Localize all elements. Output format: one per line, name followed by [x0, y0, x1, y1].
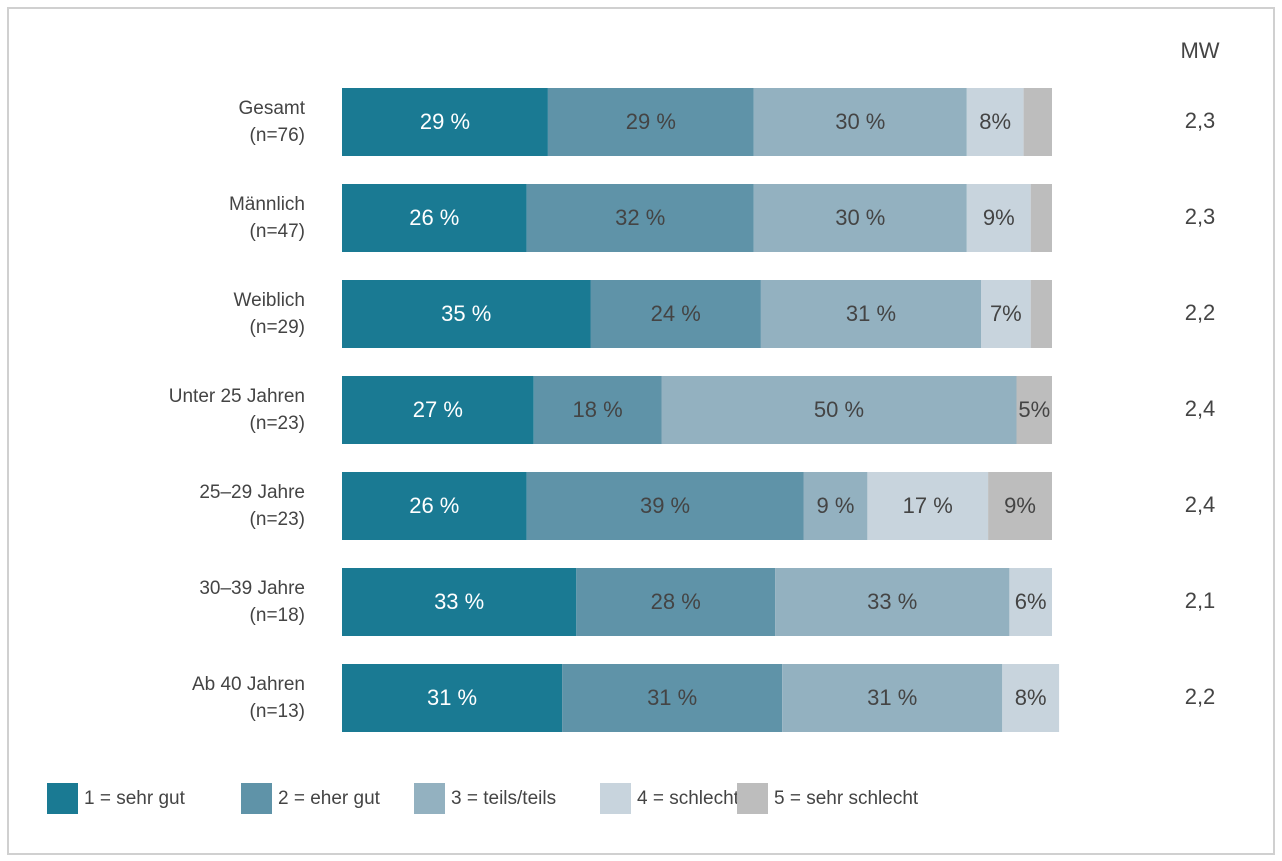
legend-label: 4 = schlecht: [637, 788, 740, 809]
value-label: 18 %: [573, 397, 623, 422]
legend-swatch: [414, 783, 445, 814]
legend-label: 5 = sehr schlecht: [774, 788, 919, 809]
value-label: 26 %: [409, 205, 459, 230]
value-label: 28 %: [651, 589, 701, 614]
value-label: 35 %: [441, 301, 491, 326]
bar-segment: [342, 184, 527, 252]
value-label: 9%: [983, 205, 1015, 230]
value-label: 6%: [1015, 589, 1047, 614]
value-label: 30 %: [835, 109, 885, 134]
n-label: (n=29): [250, 317, 305, 338]
n-label: (n=18): [250, 605, 305, 626]
bar-segment: [981, 280, 1031, 348]
bar-segment: [342, 664, 563, 732]
category-label: Weiblich: [234, 290, 305, 311]
category-label: 25–29 Jahre: [199, 482, 305, 503]
bar-segment: [342, 88, 548, 156]
bar-segment: [1023, 88, 1052, 156]
n-label: (n=23): [250, 509, 305, 530]
value-label: 26 %: [409, 493, 459, 518]
value-label: 8%: [1015, 685, 1047, 710]
bar-segment: [526, 184, 754, 252]
bar-segment: [1030, 280, 1052, 348]
value-label: 7%: [990, 301, 1022, 326]
bar-segment: [988, 472, 1052, 540]
bar-segment: [590, 280, 761, 348]
bar-segment: [526, 472, 804, 540]
bar-segment: [661, 376, 1017, 444]
bar-segment: [867, 472, 989, 540]
category-label: 30–39 Jahre: [199, 578, 305, 599]
category-label: Unter 25 Jahren: [169, 386, 305, 407]
bar-segment: [803, 472, 868, 540]
value-label: 9 %: [816, 493, 854, 518]
mw-value: 2,2: [1185, 684, 1216, 709]
mw-value: 2,2: [1185, 300, 1216, 325]
mw-header: MW: [1180, 38, 1219, 63]
value-label: 31 %: [427, 685, 477, 710]
legend-label: 1 = sehr gut: [84, 788, 186, 809]
bar-segment: [775, 568, 1010, 636]
legend-swatch: [600, 783, 631, 814]
value-label: 33 %: [867, 589, 917, 614]
bar-segment: [753, 184, 967, 252]
bar-segment: [342, 472, 527, 540]
n-label: (n=47): [250, 221, 305, 242]
bar-segment: [966, 184, 1031, 252]
value-label: 5%: [1018, 397, 1050, 422]
bar-segment: [576, 568, 776, 636]
value-label: 29 %: [626, 109, 676, 134]
bar-segment: [562, 664, 783, 732]
value-label: 24 %: [651, 301, 701, 326]
value-label: 9%: [1004, 493, 1036, 518]
mw-value: 2,4: [1185, 492, 1216, 517]
value-label: 8%: [979, 109, 1011, 134]
legend-label: 3 = teils/teils: [451, 788, 556, 809]
bar-segment: [533, 376, 662, 444]
n-label: (n=23): [250, 413, 305, 434]
value-label: 31 %: [647, 685, 697, 710]
value-label: 50 %: [814, 397, 864, 422]
value-label: 17 %: [903, 493, 953, 518]
legend-swatch: [47, 783, 78, 814]
value-label: 33 %: [434, 589, 484, 614]
value-label: 30 %: [835, 205, 885, 230]
value-label: 31 %: [867, 685, 917, 710]
bar-segment: [342, 280, 591, 348]
bar-segment: [782, 664, 1003, 732]
bar-segment: [1009, 568, 1052, 636]
bar-segment: [1002, 664, 1060, 732]
legend-label: 2 = eher gut: [278, 788, 381, 809]
value-label: 27 %: [413, 397, 463, 422]
bar-segment: [1030, 184, 1052, 252]
category-label: Ab 40 Jahren: [192, 674, 305, 695]
mw-value: 2,3: [1185, 108, 1216, 133]
bar-segment: [966, 88, 1024, 156]
bar-segment: [547, 88, 754, 156]
bar-segment: [342, 568, 577, 636]
bar-segment: [753, 88, 967, 156]
bar-segment: [1016, 376, 1052, 444]
mw-value: 2,1: [1185, 588, 1216, 613]
mw-value: 2,4: [1185, 396, 1216, 421]
value-label: 32 %: [615, 205, 665, 230]
value-label: 39 %: [640, 493, 690, 518]
n-label: (n=76): [250, 125, 305, 146]
bar-segment: [760, 280, 981, 348]
legend-swatch: [241, 783, 272, 814]
category-label: Gesamt: [238, 98, 305, 119]
value-label: 31 %: [846, 301, 896, 326]
legend-swatch: [737, 783, 768, 814]
mw-value: 2,3: [1185, 204, 1216, 229]
bar-segment: [342, 376, 534, 444]
category-label: Männlich: [229, 194, 305, 215]
value-label: 29 %: [420, 109, 470, 134]
n-label: (n=13): [250, 701, 305, 722]
